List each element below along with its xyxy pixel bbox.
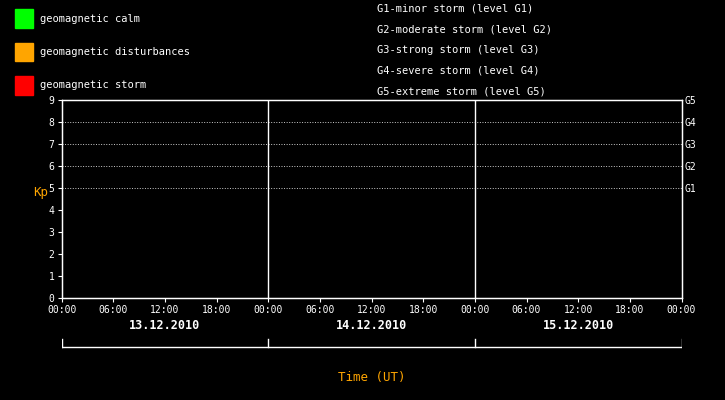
FancyBboxPatch shape <box>14 43 33 61</box>
Text: 15.12.2010: 15.12.2010 <box>542 319 614 332</box>
FancyBboxPatch shape <box>14 9 33 28</box>
Text: 14.12.2010: 14.12.2010 <box>336 319 407 332</box>
Text: geomagnetic calm: geomagnetic calm <box>40 14 140 24</box>
Text: G3-strong storm (level G3): G3-strong storm (level G3) <box>377 45 539 55</box>
Text: G4-severe storm (level G4): G4-severe storm (level G4) <box>377 66 539 76</box>
Text: geomagnetic storm: geomagnetic storm <box>40 80 146 90</box>
Text: G1-minor storm (level G1): G1-minor storm (level G1) <box>377 3 534 13</box>
Text: G2-moderate storm (level G2): G2-moderate storm (level G2) <box>377 24 552 34</box>
Text: 13.12.2010: 13.12.2010 <box>129 319 201 332</box>
FancyBboxPatch shape <box>14 76 33 95</box>
Y-axis label: Kp: Kp <box>33 186 48 199</box>
Text: Time (UT): Time (UT) <box>338 372 405 384</box>
Text: geomagnetic disturbances: geomagnetic disturbances <box>40 47 190 57</box>
Text: G5-extreme storm (level G5): G5-extreme storm (level G5) <box>377 86 546 96</box>
